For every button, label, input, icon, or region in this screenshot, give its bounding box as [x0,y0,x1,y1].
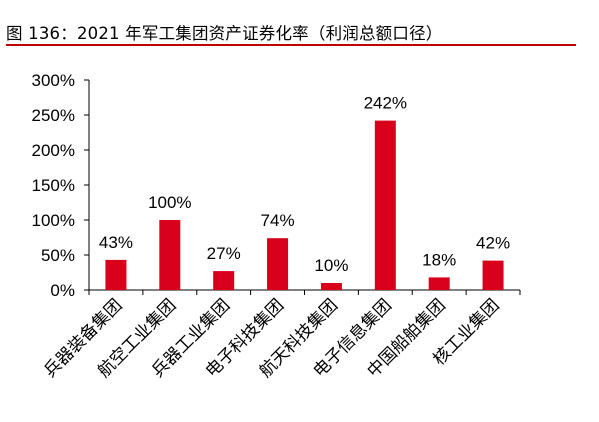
y-tick-label: 300% [32,71,75,90]
chart-title: 图 136：2021 年军工集团资产证券化率（利润总额口径） [6,24,443,43]
data-label: 100% [148,193,191,212]
y-tick-label: 50% [41,246,75,265]
bar [267,238,289,290]
bar [428,277,450,290]
chart-header: 图 136：2021 年军工集团资产证券化率（利润总额口径） [0,0,599,46]
bar [320,283,342,290]
data-label: 74% [261,211,295,230]
y-tick-label: 100% [32,211,75,230]
title-underline [6,44,576,46]
bar [159,220,181,290]
data-label: 42% [476,234,510,253]
data-label: 18% [422,250,456,269]
y-tick-label: 150% [32,176,75,195]
y-tick-label: 0% [50,281,75,300]
bar [482,260,504,290]
data-label: 27% [207,244,241,263]
y-tick-label: 250% [32,106,75,125]
data-label: 242% [364,94,407,113]
bar [213,271,235,290]
bar [105,259,127,290]
data-label: 10% [314,256,348,275]
data-label: 43% [99,233,133,252]
y-tick-label: 200% [32,141,75,160]
bar [374,120,396,290]
